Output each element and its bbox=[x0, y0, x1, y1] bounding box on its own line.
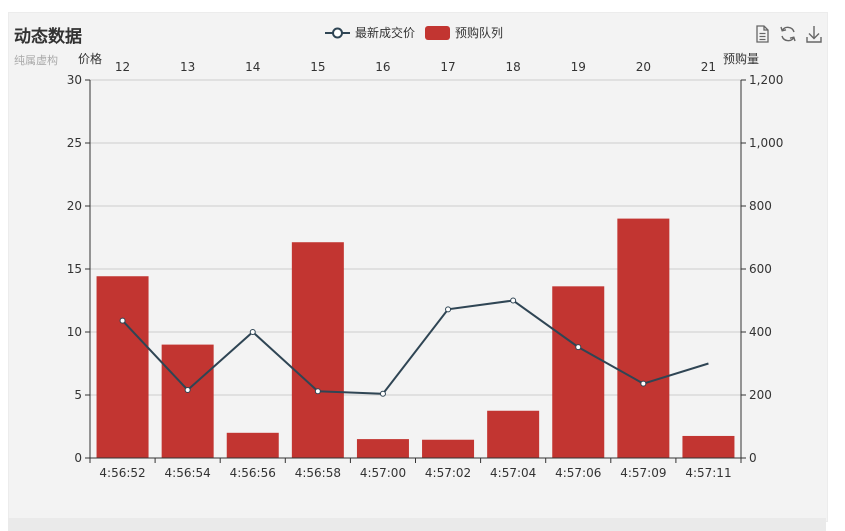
bottom-axis-tick-label: 4:56:58 bbox=[295, 466, 341, 480]
bar[interactable] bbox=[487, 410, 540, 458]
line-point[interactable] bbox=[510, 297, 517, 304]
line-point[interactable] bbox=[640, 380, 647, 387]
top-axis-tick-label: 16 bbox=[375, 60, 390, 74]
data-view-icon[interactable] bbox=[752, 24, 772, 44]
download-icon[interactable] bbox=[804, 24, 824, 44]
top-axis-tick-label: 21 bbox=[701, 60, 716, 74]
line-point[interactable] bbox=[184, 386, 191, 393]
line-point[interactable] bbox=[119, 317, 126, 324]
top-axis-tick-label: 19 bbox=[571, 60, 586, 74]
legend-item-line[interactable]: 最新成交价 bbox=[325, 24, 415, 41]
chart-title: 动态数据 bbox=[14, 27, 82, 47]
bottom-axis-tick-label: 4:56:56 bbox=[230, 466, 276, 480]
top-axis-tick-label: 18 bbox=[506, 60, 521, 74]
line-legend-icon bbox=[325, 27, 350, 38]
line-point[interactable] bbox=[314, 388, 321, 395]
bottom-axis-tick-label: 4:57:00 bbox=[360, 466, 406, 480]
chart-subtitle: 纯属虚构 bbox=[14, 54, 58, 67]
legend-line-label: 最新成交价 bbox=[355, 26, 416, 40]
price-line bbox=[121, 299, 709, 395]
refresh-icon[interactable] bbox=[778, 24, 798, 44]
bar-legend-icon bbox=[425, 25, 451, 40]
left-axis-tick-label: 25 bbox=[67, 136, 82, 150]
top-axis-tick-label: 14 bbox=[245, 60, 260, 74]
right-axis-tick-label: 600 bbox=[749, 262, 772, 276]
left-axis-tick-label: 0 bbox=[74, 451, 82, 465]
left-axis-tick-label: 15 bbox=[67, 262, 82, 276]
bar[interactable] bbox=[552, 286, 605, 458]
line-point[interactable] bbox=[445, 306, 452, 313]
bottom-axis-tick-label: 4:56:52 bbox=[99, 466, 145, 480]
bottom-axis-tick-label: 4:57:04 bbox=[490, 466, 536, 480]
bottom-axis-tick-label: 4:57:02 bbox=[425, 466, 471, 480]
bottom-strip bbox=[8, 518, 826, 531]
right-axis-tick-label: 1,200 bbox=[749, 73, 783, 87]
bar[interactable] bbox=[161, 344, 214, 458]
line-point[interactable] bbox=[249, 329, 256, 335]
right-axis-tick-label: 800 bbox=[749, 199, 772, 213]
bar[interactable] bbox=[356, 439, 409, 458]
line-point[interactable] bbox=[575, 344, 582, 351]
bar[interactable] bbox=[226, 432, 279, 458]
legend-item-bar[interactable]: 预购队列 bbox=[425, 24, 503, 41]
bar[interactable] bbox=[422, 439, 475, 458]
left-axis-tick-label: 20 bbox=[67, 199, 82, 213]
top-axis-tick-label: 13 bbox=[180, 60, 195, 74]
bottom-axis-tick-label: 4:57:11 bbox=[685, 466, 731, 480]
top-axis-tick-label: 17 bbox=[440, 60, 455, 74]
left-axis-name: 价格 bbox=[78, 51, 102, 66]
bottom-axis-tick-label: 4:57:06 bbox=[555, 466, 601, 480]
line-point[interactable] bbox=[379, 390, 386, 397]
bottom-axis-tick-label: 4:56:54 bbox=[165, 466, 211, 480]
right-axis-tick-label: 1,000 bbox=[749, 136, 783, 150]
bar[interactable] bbox=[617, 218, 670, 458]
right-axis-name: 预购量 bbox=[723, 51, 759, 66]
right-axis-tick-label: 200 bbox=[749, 388, 772, 402]
left-axis-tick-label: 30 bbox=[67, 73, 82, 87]
right-axis-tick-label: 400 bbox=[749, 325, 772, 339]
bottom-axis-tick-label: 4:57:09 bbox=[620, 466, 666, 480]
top-axis-tick-label: 15 bbox=[310, 60, 325, 74]
top-axis-tick-label: 12 bbox=[115, 60, 130, 74]
legend: 最新成交价 预购队列 bbox=[325, 24, 513, 41]
top-axis-tick-label: 20 bbox=[636, 60, 651, 74]
toolbox bbox=[746, 24, 824, 44]
bar[interactable] bbox=[96, 276, 149, 458]
legend-bar-label: 预购队列 bbox=[455, 26, 504, 40]
left-axis-tick-label: 10 bbox=[67, 325, 82, 339]
bar[interactable] bbox=[682, 435, 735, 458]
left-axis-tick-label: 5 bbox=[74, 388, 82, 402]
bar[interactable] bbox=[291, 242, 344, 458]
right-axis-tick-label: 0 bbox=[749, 451, 757, 465]
